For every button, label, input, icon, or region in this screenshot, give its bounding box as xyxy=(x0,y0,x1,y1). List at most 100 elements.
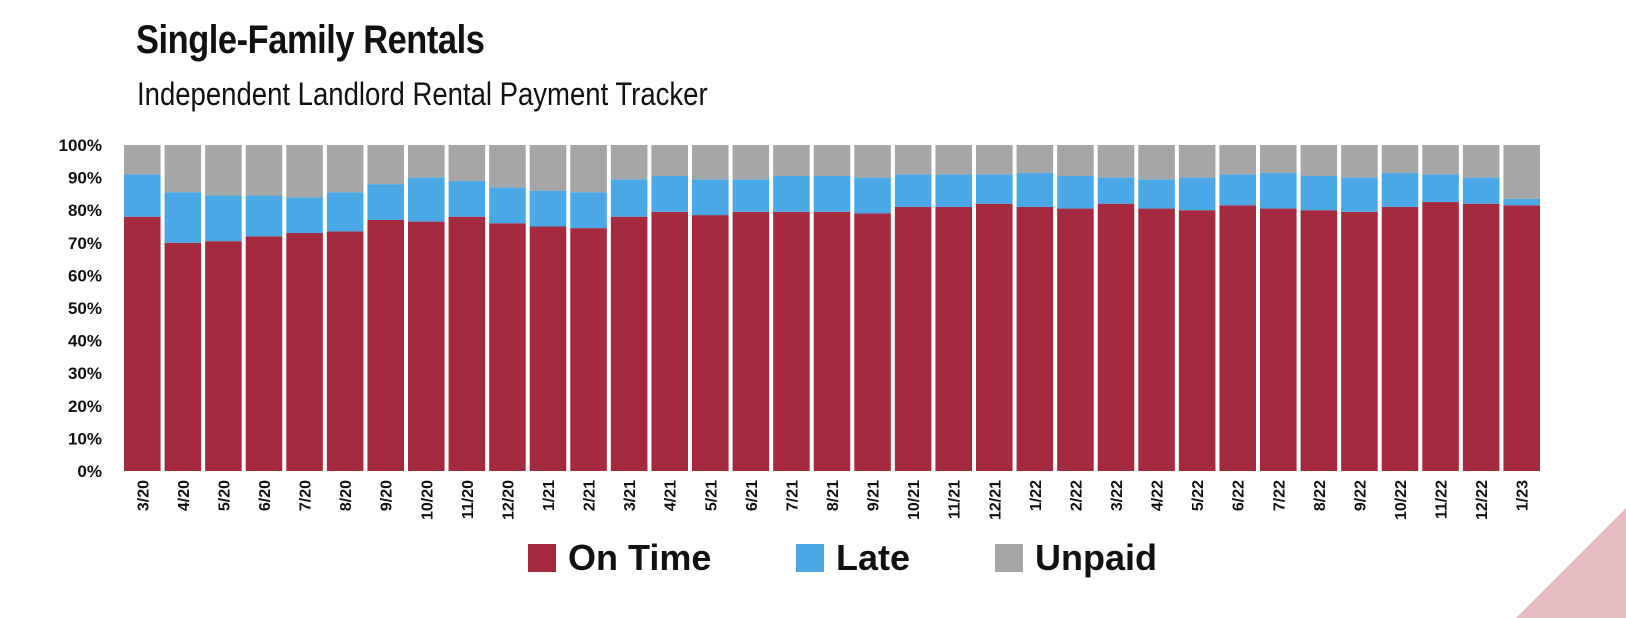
bar-segment-on-time xyxy=(245,236,283,471)
bar-segment-unpaid xyxy=(1057,145,1094,176)
bar-segment-on-time xyxy=(1016,206,1054,471)
bar-segment-late xyxy=(651,175,688,212)
x-tick-label: 8/22 xyxy=(1312,480,1329,511)
bar-segment-unpaid xyxy=(1097,145,1135,178)
x-tick-label: 8/20 xyxy=(338,480,355,511)
bar-segment-on-time xyxy=(164,242,202,471)
bar-segment-on-time xyxy=(1422,202,1459,472)
y-axis-ticks: 0% 10% 20% 30% 40% 50% 60% 70% 80% 90% 100% xyxy=(59,136,102,481)
bar-segment-late xyxy=(1057,175,1094,209)
bar-segment-late xyxy=(205,195,242,242)
bar-segment-on-time xyxy=(1057,208,1094,471)
bar-segment-late xyxy=(1462,177,1500,204)
bar-segment-unpaid xyxy=(813,145,851,176)
x-tick-label: 10/22 xyxy=(1393,480,1410,520)
bar-segment-unpaid xyxy=(408,145,445,178)
bar-segment-unpaid xyxy=(1381,145,1419,173)
y-tick-label: 90% xyxy=(68,169,102,188)
bar-segment-late xyxy=(570,192,607,229)
bar-segment-unpaid xyxy=(1422,145,1459,175)
bar-segment-unpaid xyxy=(1300,145,1338,176)
y-tick-label: 20% xyxy=(68,397,102,416)
bar-segment-late xyxy=(326,192,364,232)
bar-segment-unpaid xyxy=(976,145,1013,175)
legend-label: Unpaid xyxy=(1035,537,1157,578)
bar-segment-late xyxy=(1178,177,1216,211)
bar-segment-on-time xyxy=(976,203,1013,471)
x-tick-label: 7/21 xyxy=(784,480,801,511)
bar-segment-late xyxy=(367,184,404,220)
bar-segment-late xyxy=(692,179,729,216)
bar-segment-unpaid xyxy=(164,145,202,193)
bar-segment-late xyxy=(124,174,161,217)
bar-segment-on-time xyxy=(570,228,607,471)
bar-segment-on-time xyxy=(124,216,161,471)
bar-segment-on-time xyxy=(1219,205,1256,471)
bar-segment-late xyxy=(935,174,972,207)
x-tick-label: 11/20 xyxy=(460,480,477,519)
bar-segment-unpaid xyxy=(448,145,486,181)
decorative-corner-triangle xyxy=(1516,508,1626,618)
x-tick-label: 3/21 xyxy=(622,480,639,511)
x-tick-label: 4/20 xyxy=(176,480,193,511)
bar-segment-late xyxy=(1219,174,1256,206)
x-tick-label: 5/21 xyxy=(703,480,720,511)
bar-segment-on-time xyxy=(367,219,404,471)
x-tick-label: 5/22 xyxy=(1190,480,1207,511)
bar-segment-late xyxy=(894,174,932,207)
x-tick-label: 2/22 xyxy=(1068,480,1085,511)
bar-segment-late xyxy=(489,187,526,224)
bar-segment-on-time xyxy=(732,211,770,471)
x-tick-label: 2/21 xyxy=(582,480,599,511)
bar-segment-late xyxy=(732,179,770,212)
bar-segment-on-time xyxy=(529,226,567,471)
bar-segment-on-time xyxy=(610,216,648,471)
chart-title: Single-Family Rentals xyxy=(136,18,485,62)
bar-segment-on-time xyxy=(813,211,851,471)
bar-segment-late xyxy=(610,179,648,217)
y-tick-label: 70% xyxy=(68,234,102,253)
bars-group xyxy=(124,145,1540,472)
x-tick-label: 12/20 xyxy=(500,480,517,520)
bar-segment-unpaid xyxy=(773,145,810,176)
x-tick-label: 6/20 xyxy=(257,480,274,511)
bar-segment-late xyxy=(1016,172,1054,207)
bar-segment-unpaid xyxy=(610,145,648,180)
bar-segment-on-time xyxy=(773,211,810,471)
y-tick-label: 10% xyxy=(68,429,102,448)
legend-label: Late xyxy=(836,537,910,578)
bar-segment-on-time xyxy=(1462,203,1500,471)
x-tick-label: 9/21 xyxy=(866,480,883,511)
x-tick-label: 11/22 xyxy=(1434,480,1451,519)
bar-segment-unpaid xyxy=(1462,145,1500,178)
bar-segment-unpaid xyxy=(205,145,242,196)
x-tick-label: 3/22 xyxy=(1109,480,1126,511)
legend: On Time Late Unpaid xyxy=(528,537,1157,578)
bar-segment-late xyxy=(286,197,323,234)
bar-segment-unpaid xyxy=(124,145,161,175)
bar-segment-late xyxy=(1138,179,1175,209)
y-tick-label: 40% xyxy=(68,332,102,351)
bar-segment-unpaid xyxy=(570,145,607,193)
bar-segment-late xyxy=(976,174,1013,204)
chart-subtitle: Independent Landlord Rental Payment Trac… xyxy=(137,76,708,112)
bar-segment-unpaid xyxy=(245,145,283,196)
bar-segment-unpaid xyxy=(1341,145,1378,178)
bar-segment-on-time xyxy=(286,233,323,471)
bar-segment-unpaid xyxy=(854,145,891,178)
bar-segment-late xyxy=(1300,175,1338,211)
bar-segment-unpaid xyxy=(1138,145,1175,180)
bar-segment-late xyxy=(408,177,445,222)
x-tick-label: 1/23 xyxy=(1515,480,1532,511)
bar-segment-on-time xyxy=(1341,211,1378,471)
bar-segment-unpaid xyxy=(1016,145,1054,173)
bar-segment-late xyxy=(448,180,486,217)
x-tick-label: 12/21 xyxy=(987,480,1004,520)
bar-segment-unpaid xyxy=(692,145,729,180)
bar-segment-late xyxy=(529,190,567,227)
bar-segment-late xyxy=(1503,198,1540,206)
x-tick-label: 9/20 xyxy=(379,480,396,511)
x-tick-label: 8/21 xyxy=(825,480,842,511)
bar-segment-unpaid xyxy=(732,145,770,180)
